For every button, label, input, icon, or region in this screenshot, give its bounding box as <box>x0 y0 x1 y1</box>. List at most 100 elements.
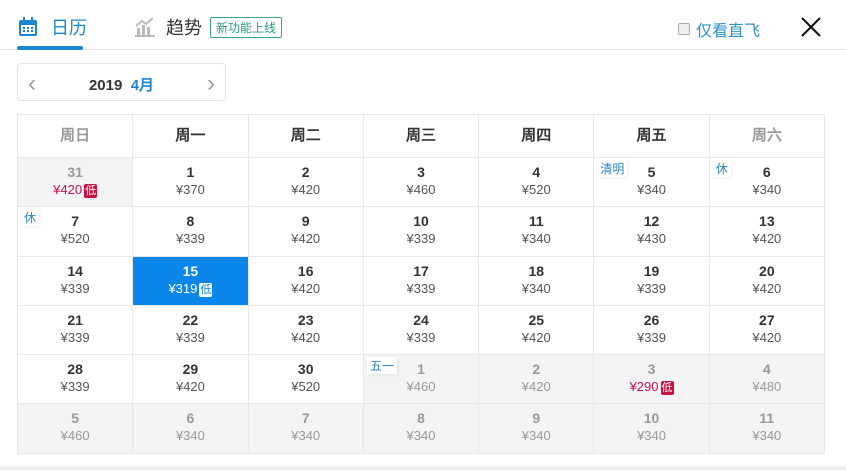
day-number: 1 <box>417 361 425 378</box>
tab-trend-label: 趋势 <box>166 18 202 38</box>
day-number: 24 <box>413 311 429 328</box>
day-price: ¥420 <box>249 330 363 345</box>
day-number: 2 <box>532 361 541 378</box>
bottom-divider <box>0 466 846 470</box>
price-value: ¥420 <box>291 231 321 247</box>
day-number: 21 <box>67 311 83 328</box>
next-month-chevron-icon[interactable]: › <box>207 70 215 97</box>
day-cell[interactable]: 20 ¥420 <box>709 256 825 306</box>
day-number: 15 <box>182 262 199 279</box>
day-cell[interactable]: 7 ¥340 <box>248 404 364 454</box>
day-price: ¥339 <box>364 231 478 246</box>
direct-flight-filter[interactable]: 仅看直飞 <box>678 17 760 41</box>
day-price: ¥460 <box>364 379 478 394</box>
day-cell[interactable]: 8 ¥339 <box>133 207 249 257</box>
selected-day-cell[interactable]: 15 ¥319 低 <box>133 256 249 306</box>
day-cell[interactable]: 31 ¥420 低 <box>18 158 134 208</box>
day-cell[interactable]: 6 ¥340 <box>133 404 249 454</box>
price-value: ¥339 <box>406 329 436 345</box>
price-value: ¥460 <box>406 182 436 197</box>
day-price: ¥460 <box>18 428 132 443</box>
day-cell[interactable]: 3 ¥460 <box>363 158 480 208</box>
day-cell[interactable]: 14 ¥339 <box>18 256 134 306</box>
day-cell[interactable]: 休 7 ¥520 <box>18 207 134 257</box>
price-value: ¥520 <box>521 182 551 197</box>
direct-flight-checkbox[interactable] <box>678 23 690 35</box>
day-cell[interactable]: 25 ¥420 <box>479 305 595 356</box>
day-cell[interactable]: 10 ¥340 <box>594 404 710 454</box>
price-value: ¥420 <box>752 280 782 296</box>
price-value: ¥420 <box>291 280 321 296</box>
day-number: 7 <box>301 410 310 427</box>
day-cell[interactable]: 五一 1 ¥460 <box>363 355 480 405</box>
prev-month-chevron-icon[interactable]: ‹ <box>28 70 36 97</box>
day-price: ¥340 <box>594 182 708 197</box>
price-value: ¥420 <box>752 329 782 345</box>
day-cell[interactable]: 18 ¥340 <box>479 256 595 306</box>
day-number: 25 <box>528 311 545 328</box>
day-cell[interactable]: 休 6 ¥340 <box>709 158 825 208</box>
day-cell[interactable]: 24 ¥339 <box>363 305 480 356</box>
day-number: 1 <box>186 164 195 180</box>
day-price: ¥420 <box>249 281 363 296</box>
day-cell[interactable]: 4 ¥480 <box>709 355 825 405</box>
day-price: ¥420 <box>249 231 363 246</box>
tab-calendar[interactable]: 日历 <box>17 14 87 50</box>
day-cell[interactable]: 8 ¥340 <box>363 404 480 454</box>
day-price: ¥520 <box>18 231 132 246</box>
price-value: ¥340 <box>175 428 205 444</box>
day-cell[interactable]: 22 ¥339 <box>133 305 249 356</box>
direct-flight-label: 仅看直飞 <box>696 23 761 40</box>
lowest-price-badge: 低 <box>660 381 674 396</box>
day-cell[interactable]: 3 ¥290 低 <box>594 355 710 405</box>
day-price: ¥340 <box>249 428 363 443</box>
calendar-week-row: 31 ¥420 低 1 ¥370 2 ¥420 3 ¥460 4 ¥520 清明 5 ¥340 休 6 ¥340 <box>18 158 825 208</box>
day-price: ¥290 低 <box>594 379 708 396</box>
calendar-week-row: 休 7 ¥520 8 ¥339 9 ¥420 10 ¥339 11 ¥340 12 ¥430 13 ¥420 <box>18 207 825 257</box>
price-value: ¥290 <box>629 379 659 395</box>
day-cell[interactable]: 10 ¥339 <box>363 207 480 257</box>
day-number: 3 <box>417 164 425 180</box>
price-value: ¥339 <box>60 379 90 395</box>
day-cell[interactable]: 17 ¥339 <box>363 256 480 306</box>
month-label: 4月 <box>130 77 155 94</box>
day-price: ¥420 <box>479 379 593 394</box>
day-price: ¥420 <box>710 281 824 296</box>
day-cell[interactable]: 30 ¥520 <box>248 355 364 405</box>
day-cell[interactable]: 23 ¥420 <box>248 305 364 356</box>
day-number: 20 <box>759 262 775 279</box>
day-price: ¥460 <box>364 182 478 197</box>
close-icon[interactable] <box>800 16 822 38</box>
holiday-tag: 五一 <box>366 357 397 375</box>
day-cell[interactable]: 13 ¥420 <box>709 207 825 257</box>
day-cell[interactable]: 5 ¥460 <box>18 404 134 454</box>
day-cell[interactable]: 4 ¥520 <box>479 158 595 208</box>
day-cell[interactable]: 11 ¥340 <box>709 404 825 454</box>
day-cell[interactable]: 9 ¥420 <box>248 207 364 257</box>
weekday-header-cell: 周三 <box>363 115 480 158</box>
day-cell[interactable]: 2 ¥420 <box>479 355 595 405</box>
day-cell[interactable]: 29 ¥420 <box>133 355 249 405</box>
day-cell[interactable]: 21 ¥339 <box>18 305 134 356</box>
price-value: ¥340 <box>752 182 782 197</box>
day-cell[interactable]: 27 ¥420 <box>709 305 825 356</box>
tab-trend[interactable]: 趋势 新功能上线 <box>134 14 283 40</box>
day-cell[interactable]: 19 ¥339 <box>594 256 710 306</box>
day-cell[interactable]: 9 ¥340 <box>479 404 595 454</box>
day-number: 12 <box>643 213 660 230</box>
weekday-header-cell: 周二 <box>248 115 364 158</box>
day-cell[interactable]: 2 ¥420 <box>248 158 364 208</box>
day-cell[interactable]: 12 ¥430 <box>594 207 710 257</box>
day-cell[interactable]: 26 ¥339 <box>594 305 710 356</box>
day-number: 31 <box>67 164 83 180</box>
price-value: ¥319 <box>168 280 198 296</box>
day-cell[interactable]: 28 ¥339 <box>18 355 134 405</box>
price-value: ¥339 <box>637 329 666 345</box>
weekday-header-cell: 周五 <box>594 115 710 158</box>
day-cell[interactable]: 清明 5 ¥340 <box>594 158 710 208</box>
day-cell[interactable]: 11 ¥340 <box>479 207 595 257</box>
day-price: ¥340 <box>479 428 593 443</box>
day-number: 19 <box>643 262 660 279</box>
day-cell[interactable]: 16 ¥420 <box>248 256 364 306</box>
day-cell[interactable]: 1 ¥370 <box>133 158 249 208</box>
